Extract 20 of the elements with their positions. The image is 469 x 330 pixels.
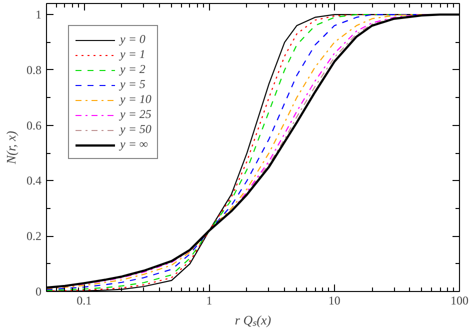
legend-label: y = 25 xyxy=(120,107,152,122)
y-tick-label: 0 xyxy=(36,284,42,298)
x-tick-label: 1 xyxy=(206,294,212,308)
y-tick-label: 0.8 xyxy=(26,62,42,77)
x-tick-label: 10 xyxy=(328,294,340,308)
legend-label: y = ∞ xyxy=(120,137,148,152)
legend-label: y = 50 xyxy=(120,122,152,137)
legend-label: y = 2 xyxy=(120,62,146,77)
y-tick-label: 0.2 xyxy=(26,229,42,244)
legend-label: y = 5 xyxy=(120,77,146,92)
legend-label: y = 0 xyxy=(120,32,146,47)
x-tick-label: 0.1 xyxy=(76,294,92,308)
y-tick-label: 0.6 xyxy=(26,118,42,132)
y-axis-title: N(r, x) xyxy=(4,130,18,166)
x-axis-title: r Qₛ(x) xyxy=(234,312,272,328)
x-tick-label: 100 xyxy=(450,294,468,308)
legend-label: y = 1 xyxy=(120,47,146,62)
legend-label: y = 10 xyxy=(120,92,152,107)
y-tick-label: 1 xyxy=(36,8,42,22)
y-tick-label: 0.4 xyxy=(26,174,42,188)
